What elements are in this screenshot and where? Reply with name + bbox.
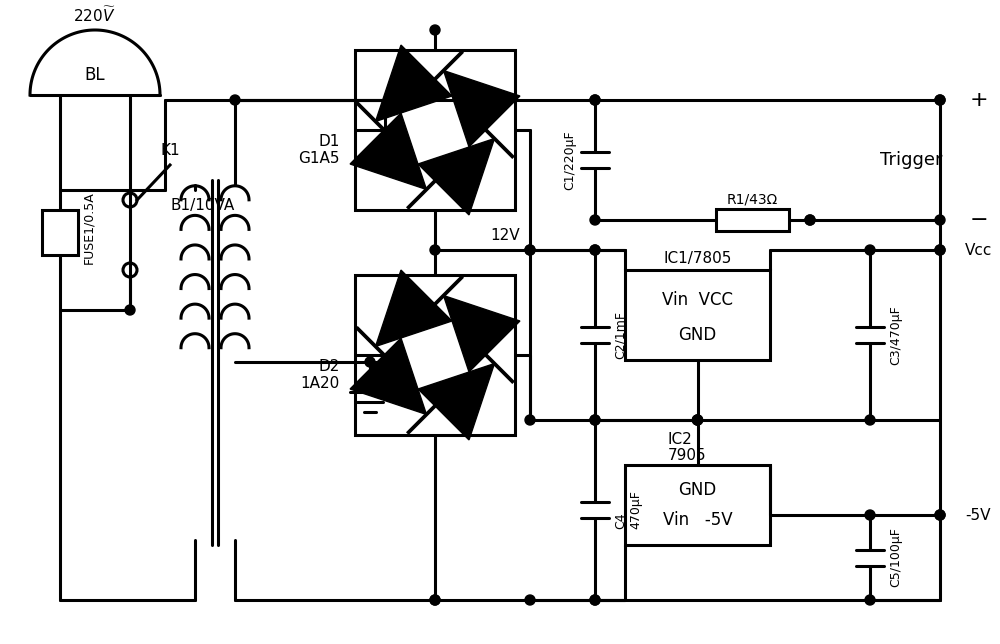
Bar: [625, 465, 770, 545]
Text: Vcc: Vcc: [965, 243, 992, 258]
Circle shape: [590, 595, 600, 605]
Text: 220$\widetilde{V}$: 220$\widetilde{V}$: [73, 5, 117, 24]
Circle shape: [935, 510, 945, 520]
Text: BL: BL: [85, 66, 105, 84]
Text: 7905: 7905: [668, 448, 706, 462]
Text: D1
G1A5: D1 G1A5: [298, 134, 340, 166]
Bar: [355, 275, 515, 435]
Circle shape: [590, 415, 600, 425]
Circle shape: [692, 415, 702, 425]
Circle shape: [590, 245, 600, 255]
Text: C1/220μF: C1/220μF: [563, 130, 576, 190]
Polygon shape: [444, 296, 520, 372]
Circle shape: [805, 215, 815, 225]
Circle shape: [935, 95, 945, 105]
Circle shape: [805, 215, 815, 225]
Circle shape: [590, 415, 600, 425]
Circle shape: [365, 357, 375, 367]
Circle shape: [230, 95, 240, 105]
Circle shape: [935, 245, 945, 255]
Text: D2
1A20: D2 1A20: [301, 359, 340, 391]
Text: GND: GND: [678, 481, 717, 499]
Polygon shape: [418, 364, 494, 440]
Text: C5/100μF: C5/100μF: [889, 527, 902, 587]
Circle shape: [380, 357, 390, 367]
Text: Vin  VCC: Vin VCC: [662, 291, 733, 309]
Circle shape: [692, 415, 702, 425]
Text: C3/470μF: C3/470μF: [889, 305, 902, 365]
Text: Trigger: Trigger: [880, 151, 942, 169]
Circle shape: [430, 595, 440, 605]
Circle shape: [865, 415, 875, 425]
Circle shape: [590, 215, 600, 225]
Bar: [625, 270, 770, 360]
Text: IC2: IC2: [668, 433, 692, 448]
Text: FUSE1/0.5A: FUSE1/0.5A: [82, 191, 95, 264]
Polygon shape: [418, 138, 494, 215]
Text: -5V: -5V: [965, 507, 990, 522]
Bar: [355, 50, 515, 210]
Circle shape: [935, 510, 945, 520]
Text: B1/10VA: B1/10VA: [170, 198, 234, 213]
Circle shape: [935, 95, 945, 105]
Circle shape: [590, 595, 600, 605]
Circle shape: [430, 245, 440, 255]
Text: K1: K1: [160, 142, 180, 158]
Circle shape: [430, 25, 440, 35]
Circle shape: [865, 245, 875, 255]
Text: IC1/7805: IC1/7805: [663, 251, 732, 265]
Polygon shape: [350, 338, 426, 415]
Circle shape: [125, 305, 135, 315]
Circle shape: [590, 245, 600, 255]
Circle shape: [430, 595, 440, 605]
Circle shape: [525, 415, 535, 425]
Text: −: −: [970, 210, 989, 230]
Circle shape: [590, 95, 600, 105]
Text: R1/43Ω: R1/43Ω: [727, 192, 778, 206]
Polygon shape: [444, 71, 520, 147]
Text: C4
470μF: C4 470μF: [614, 491, 642, 529]
Circle shape: [935, 215, 945, 225]
Text: +: +: [970, 90, 989, 110]
Text: C2/1mF: C2/1mF: [614, 311, 627, 359]
Circle shape: [935, 245, 945, 255]
Bar: [716, 209, 789, 231]
Polygon shape: [376, 45, 452, 122]
Circle shape: [865, 595, 875, 605]
Text: 12V: 12V: [490, 227, 520, 243]
Polygon shape: [350, 113, 426, 189]
Text: Vin   -5V: Vin -5V: [663, 511, 732, 529]
Circle shape: [865, 510, 875, 520]
Circle shape: [525, 245, 535, 255]
Circle shape: [590, 95, 600, 105]
Circle shape: [692, 415, 702, 425]
Bar: [42, 210, 78, 255]
Circle shape: [525, 595, 535, 605]
Circle shape: [525, 245, 535, 255]
Text: GND: GND: [678, 326, 717, 344]
Polygon shape: [376, 270, 452, 346]
